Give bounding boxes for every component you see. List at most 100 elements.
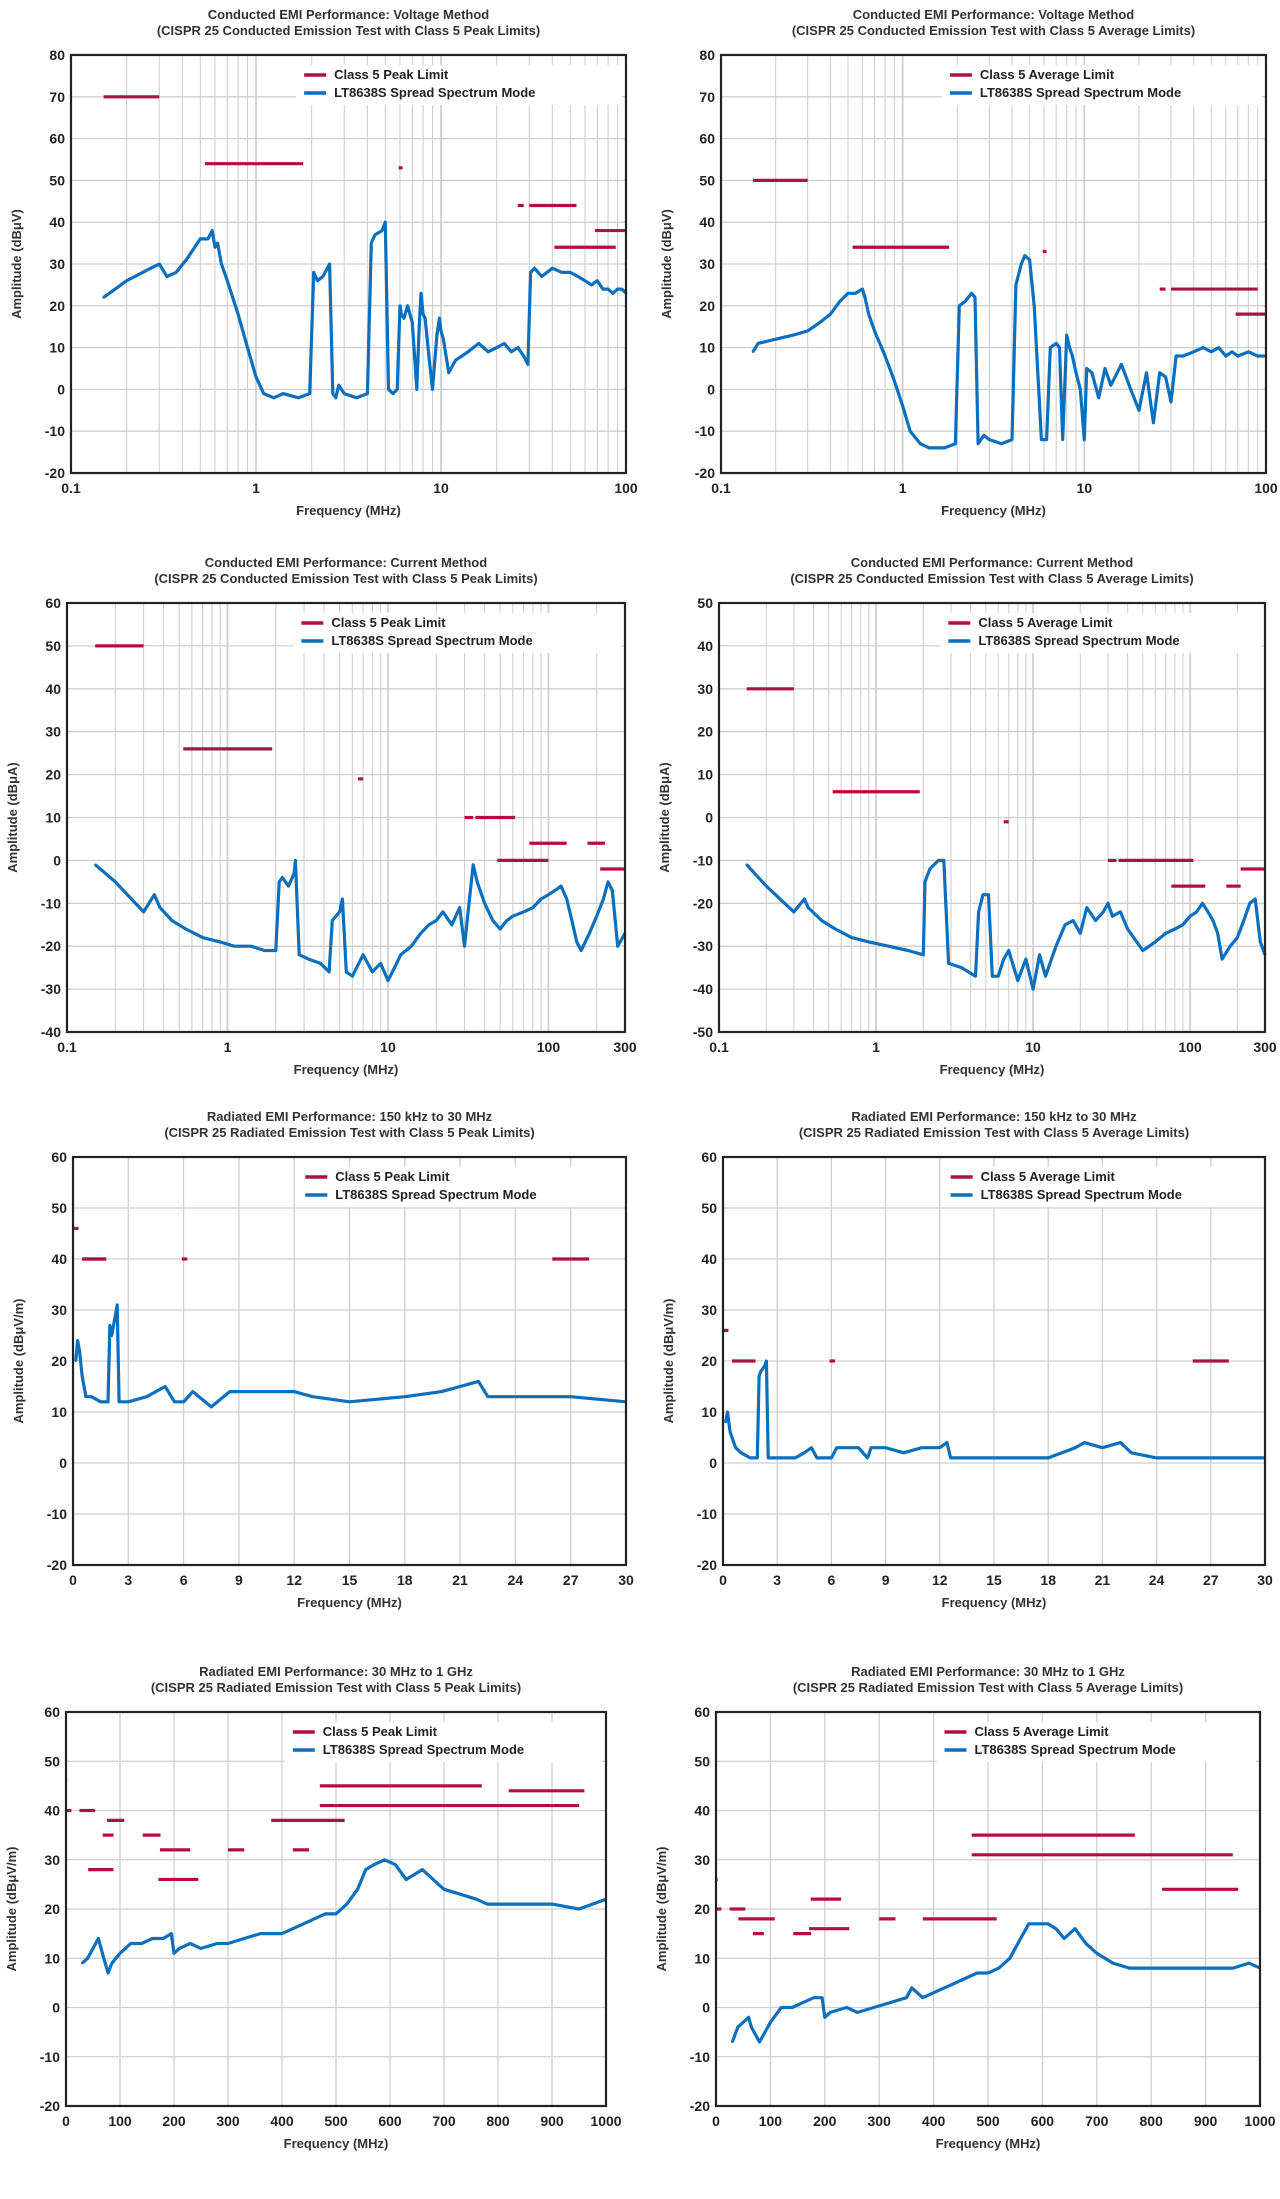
data-point [551,266,554,270]
y-tick-label: -40 [41,1024,61,1040]
data-point [419,932,422,935]
x-tick-label: 0.1 [709,1039,729,1055]
data-point [142,910,145,914]
x-tick-label: 100 [759,2113,783,2129]
y-tick-label: -10 [40,2049,60,2065]
data-point [90,1395,93,1398]
gridlines [722,1156,1266,1566]
y-tick-label: 0 [702,2000,710,2016]
data-point [328,262,331,266]
data-point [191,1390,195,1393]
data-point [1071,919,1075,922]
data-point [884,1446,887,1449]
chart-title: Radiated EMI Performance: 150 kHz to 30 … [207,1109,493,1124]
data-point [106,1400,110,1404]
data-point [1073,1927,1077,1930]
data-point [982,434,986,437]
x-tick-label: 100 [614,480,638,496]
gridlines [720,54,1266,474]
data-point [213,246,217,249]
data-point [399,953,402,956]
data-point [355,396,358,399]
x-tick-label: 9 [882,1572,890,1588]
data-point [331,919,334,922]
y-tick-label: 50 [51,1200,67,1216]
x-tick-label: 1 [872,1039,880,1055]
plot-frame [65,601,627,1034]
data-point [281,876,284,879]
chart-c2: Conducted EMI Performance: Voltage Metho… [659,7,1278,518]
data-point [421,312,425,316]
data-point [1154,940,1157,944]
y-tick-label: 30 [699,256,715,272]
data-point [1195,910,1198,914]
data-point [503,342,506,345]
data-point [140,1942,143,1945]
data-point [1145,371,1148,374]
legend-box [940,613,1261,653]
data-point [274,949,277,952]
data-point [99,1400,102,1404]
data-point [262,392,265,395]
y-tick-label: 80 [699,47,715,63]
data-point [806,329,809,333]
data-point [505,919,508,922]
x-tick-label: 12 [932,1572,948,1588]
data-point [616,945,619,948]
x-tick-label: 200 [813,2113,837,2129]
data-point [943,1986,946,1990]
x-tick-label: 1 [224,1039,232,1055]
chart-subtitle: (CISPR 25 Conducted Emission Test with C… [154,571,537,586]
data-point [553,889,557,892]
data-point [78,1349,81,1353]
data-point [1008,1957,1011,1960]
data-point [398,304,402,307]
data-point [1119,910,1122,914]
y-tick-label: -10 [690,2049,710,2065]
y-tick-label: 0 [705,810,713,826]
data-point [292,872,296,875]
data-point [602,897,605,901]
x-tick-label: 400 [270,2113,294,2129]
data-point [170,919,174,922]
data-point [596,279,599,282]
data-point [1002,957,1005,961]
x-tick-label: 700 [432,2113,456,2129]
y-tick-label: 20 [51,1353,67,1369]
y-axis-label: Amplitude (dBμV/m) [661,1299,676,1424]
data-point [1058,346,1061,349]
data-point [1033,304,1036,307]
y-tick-label: 20 [49,298,65,314]
y-tick-label: 0 [53,852,61,868]
data-point [906,949,910,952]
data-point [1040,438,1043,441]
data-point [526,363,530,366]
data-point [867,312,870,316]
y-tick-label: -10 [47,1506,67,1522]
data-point [199,1947,203,1950]
chart-subtitle: (CISPR 25 Conducted Emission Test with C… [157,23,540,38]
data-point [206,237,210,241]
data-point [1152,421,1155,425]
x-tick-label: 100 [1254,480,1278,496]
data-point [763,1364,766,1368]
data-point [590,283,593,287]
data-point [220,262,223,266]
data-point [366,392,369,395]
data-point [182,1400,185,1404]
x-tick-label: 30 [1257,1572,1273,1588]
data-point [321,275,325,278]
chart-subtitle: (CISPR 25 Conducted Emission Test with C… [790,571,1193,586]
data-point [74,1359,77,1363]
data-point [1177,1966,1180,1970]
data-point [848,1446,851,1449]
data-point [575,940,578,944]
data-point [976,442,980,445]
data-point [396,388,399,391]
data-point [293,1390,296,1393]
x-tick-label: 300 [868,2113,892,2129]
data-point [1046,1922,1050,1925]
x-tick-label: 1000 [590,2113,621,2129]
data-point [491,919,494,922]
y-tick-label: -10 [693,852,713,868]
